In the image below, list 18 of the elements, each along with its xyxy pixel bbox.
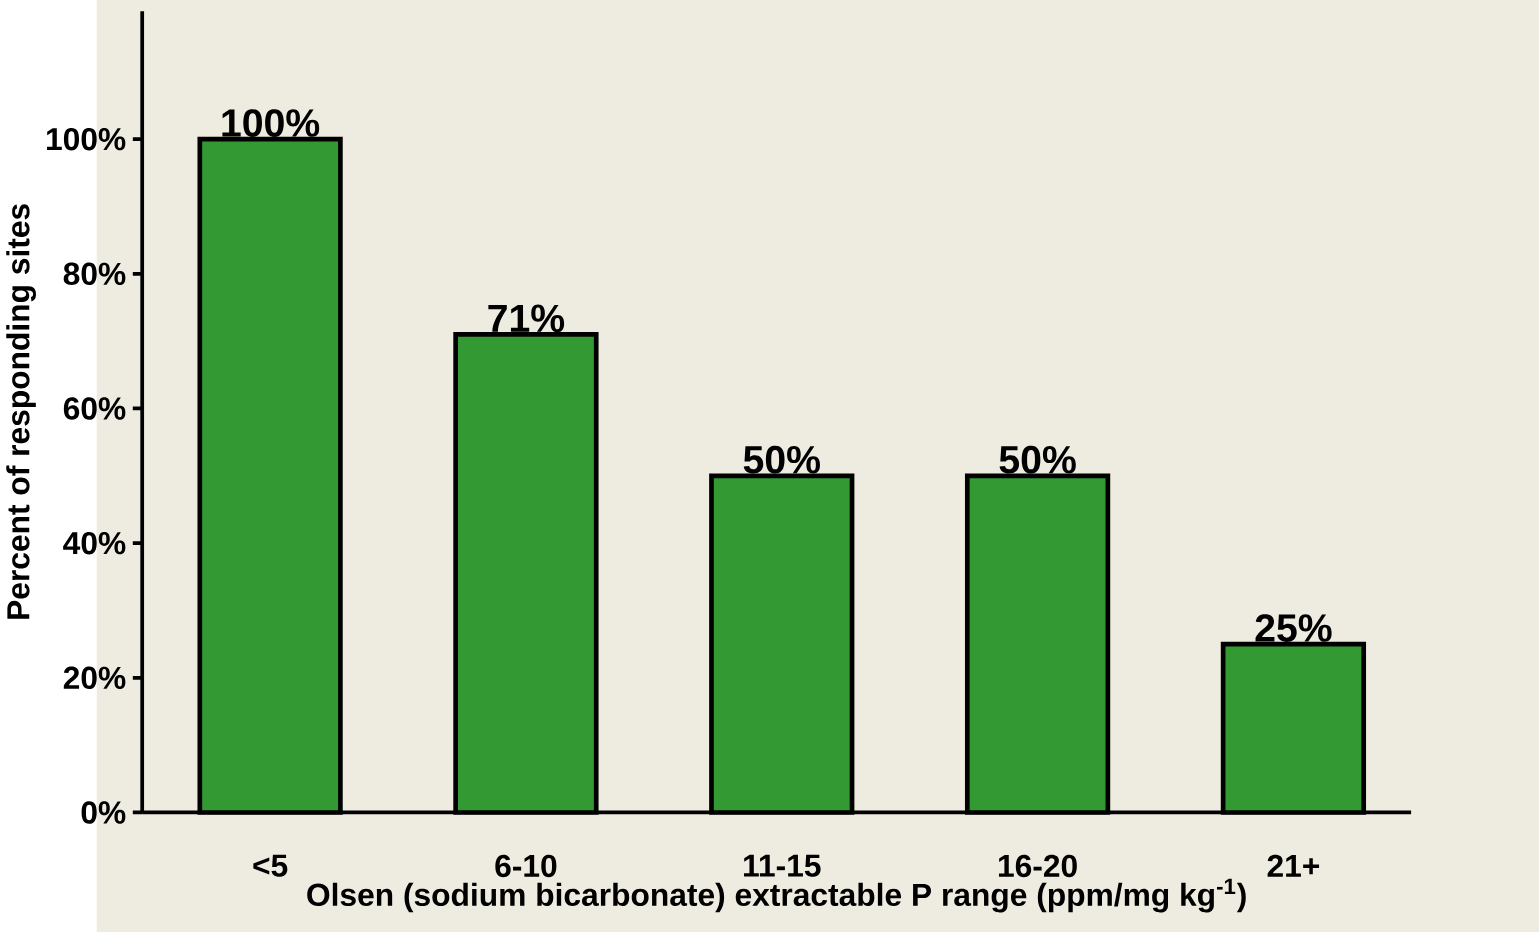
data-label: 100% bbox=[222, 108, 320, 137]
x-tick-label: 21+ bbox=[1267, 854, 1320, 877]
x-tick-label: 6-10 bbox=[495, 854, 557, 877]
data-label: 50% bbox=[743, 445, 820, 474]
data-label: 25% bbox=[1255, 613, 1332, 642]
x-axis-title: Olsen (sodium bicarbonate) extractable P range (ppm/mg kg$^{-1}$) bbox=[307, 878, 1246, 913]
x-tick-label: 11-15 bbox=[744, 854, 821, 877]
y-tick-label: 20% bbox=[63, 666, 126, 689]
y-tick-label: 100% bbox=[47, 127, 126, 151]
y-tick-label: 60% bbox=[63, 397, 126, 420]
y-tick-label: 40% bbox=[63, 531, 126, 555]
y-tick-label: 80% bbox=[63, 262, 126, 285]
x-tick-label: <5 bbox=[253, 854, 288, 877]
data-label: 50% bbox=[999, 445, 1076, 474]
y-axis-title: Percent of responding sites bbox=[6, 203, 36, 619]
y-tick-label: 0% bbox=[81, 801, 126, 824]
x-tick-label: 16-20 bbox=[998, 854, 1077, 877]
data-label: 71% bbox=[488, 304, 565, 332]
